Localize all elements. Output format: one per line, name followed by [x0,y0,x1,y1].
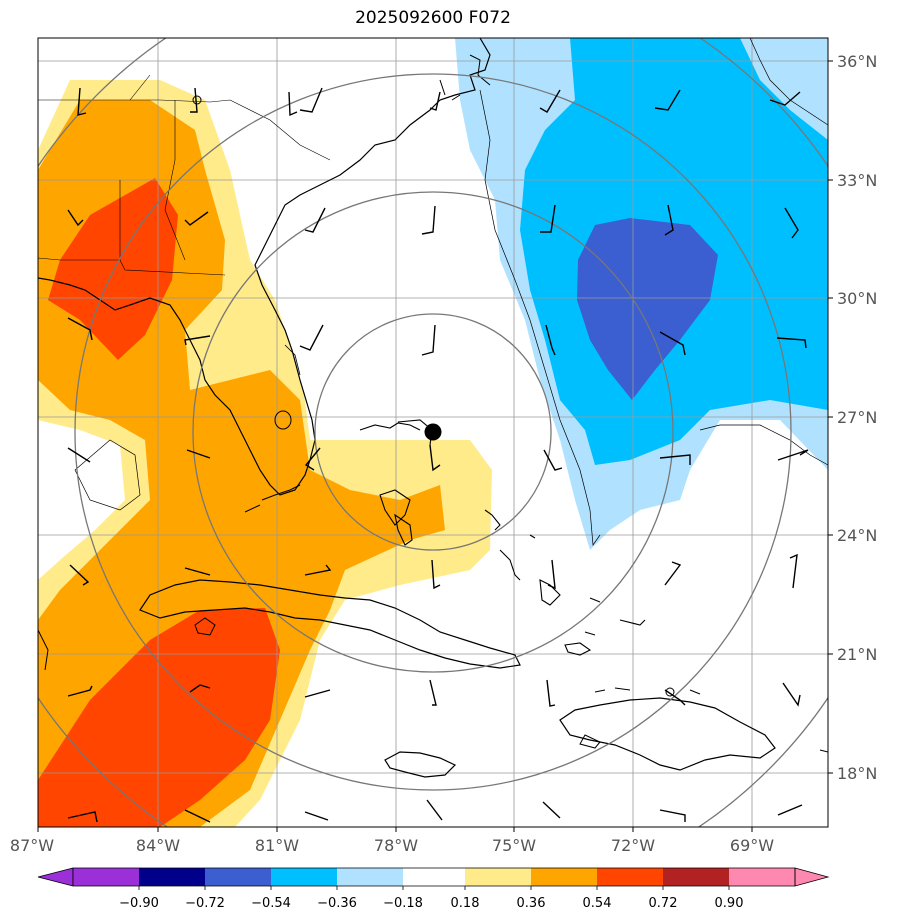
lon-label: 81°W [255,836,299,855]
colorbar-swatch [465,868,531,886]
lat-label: 18°N [837,764,877,783]
colorbar-tick-label: 0.72 [649,896,678,911]
colorbar-tick-label: −0.36 [317,896,357,911]
colorbar-tick-label: −0.18 [383,896,423,911]
colorbar-tick-label: −0.72 [185,896,225,911]
colorbar-extend-high [794,867,830,887]
contour-negative-0.54 [577,218,718,400]
lat-label: 30°N [837,289,877,308]
colorbar-tick-label: −0.54 [251,896,291,911]
colorbar-tick-label: 0.90 [715,896,744,911]
colorbar-swatch [729,868,795,886]
wind-barbs [67,87,809,823]
gridlines [38,38,828,827]
colorbar-swatch [597,868,663,886]
coastlines [38,38,828,778]
colorbar-swatch [403,868,465,886]
lat-label: 21°N [837,645,877,664]
lon-label: 78°W [374,836,418,855]
colorbar-swatch [337,868,403,886]
axis-ticks [37,60,833,832]
colorbar-tick-label: 0.18 [451,896,480,911]
contour-positive-0.54-south [38,608,280,827]
storm-center-marker [424,423,442,441]
lat-label: 36°N [837,52,877,71]
lat-label: 24°N [837,526,877,545]
colorbar-swatch [663,868,729,886]
longitude-labels: 87°W 84°W 81°W 78°W 75°W 72°W 69°W [10,836,774,855]
colorbar-swatch [271,868,337,886]
latitude-labels: 36°N 33°N 30°N 27°N 24°N 21°N 18°N [837,52,877,783]
map-frame [37,37,829,828]
filled-contours [38,38,828,827]
lat-label: 27°N [837,408,877,427]
colorbar-extend-low [37,867,74,887]
lon-label: 87°W [10,836,54,855]
colorbar-swatch [139,868,205,886]
lon-label: 84°W [136,836,180,855]
map-title: 2025092600 F072 [355,8,511,28]
contour-lines [74,38,828,546]
colorbar: −0.90 −0.72 −0.54 −0.36 −0.18 0.18 0.36 … [37,867,830,911]
colorbar-tick-label: 0.54 [583,896,612,911]
colorbar-swatch [531,868,597,886]
lat-label: 33°N [837,171,877,190]
lon-label: 75°W [492,836,536,855]
colorbar-swatch [205,868,271,886]
lon-label: 69°W [730,836,774,855]
colorbar-tick-label: 0.36 [517,896,546,911]
colorbar-swatch [73,868,139,886]
contour-positive-0.54-north [48,178,178,360]
lon-label: 72°W [611,836,655,855]
colorbar-tick-label: −0.90 [119,896,159,911]
